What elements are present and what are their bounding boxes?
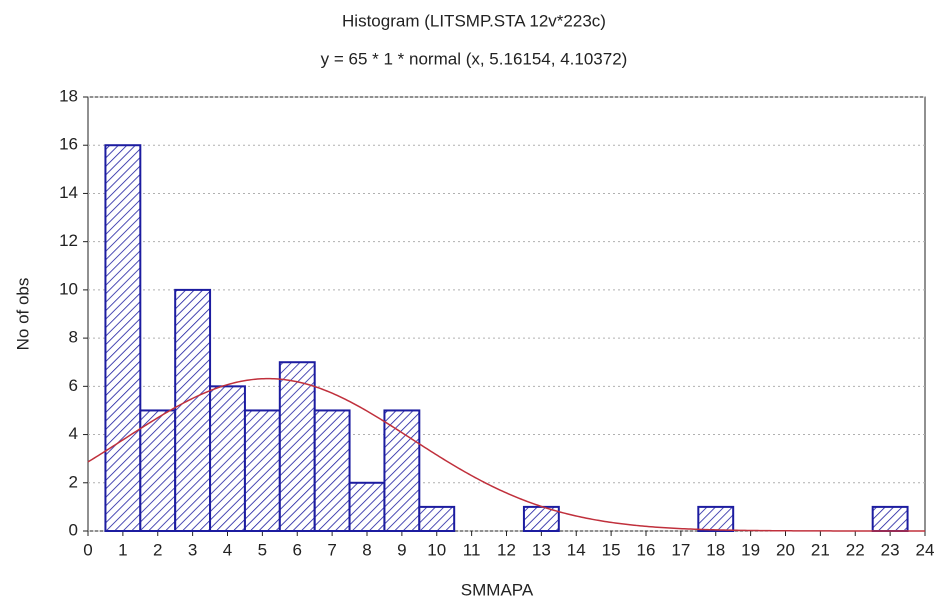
fit-curve <box>87 377 925 532</box>
y-tick-label: 0 <box>69 520 78 539</box>
x-tick-label: 21 <box>811 540 830 559</box>
x-tick-label: 13 <box>532 540 551 559</box>
y-tick-label: 12 <box>59 231 78 250</box>
chart-title: Histogram (LITSMP.STA 12v*223c) <box>342 11 606 30</box>
x-tick-label: 10 <box>427 540 446 559</box>
y-tick-label: 8 <box>69 328 78 347</box>
x-tick-label: 19 <box>741 540 760 559</box>
x-tick-label: 11 <box>463 540 481 559</box>
x-tick-label: 24 <box>916 540 935 559</box>
x-tick-label: 16 <box>637 540 656 559</box>
bar <box>383 409 421 533</box>
x-tick-label: 7 <box>327 540 336 559</box>
y-tick-label: 16 <box>59 135 78 154</box>
y-axis-label: No of obs <box>13 278 32 351</box>
bar <box>174 288 212 532</box>
y-tick-label: 6 <box>69 376 78 395</box>
x-tick-label: 2 <box>153 540 162 559</box>
bar <box>209 385 246 533</box>
chart-subtitle: y = 65 * 1 * normal (x, 5.16154, 4.10372… <box>321 49 628 68</box>
x-tick-label: 1 <box>118 540 127 559</box>
x-tick-label: 23 <box>881 540 900 559</box>
bar <box>522 505 560 532</box>
bar <box>243 409 281 533</box>
x-axis-label: SMMAPA <box>461 580 534 599</box>
x-tick-label: 22 <box>846 540 865 559</box>
x-tick-label: 14 <box>567 540 586 559</box>
y-tick-label: 4 <box>69 424 78 443</box>
x-tick-label: 12 <box>497 540 516 559</box>
x-tick-label: 20 <box>776 540 795 559</box>
x-tick-label: 17 <box>671 540 690 559</box>
y-tick-label: 14 <box>59 183 78 202</box>
bar <box>278 361 316 532</box>
x-tick-label: 9 <box>397 540 406 559</box>
x-tick-label: 3 <box>188 540 197 559</box>
bar <box>418 505 456 532</box>
x-tick-label: 18 <box>706 540 725 559</box>
y-tick-label: 10 <box>59 279 78 298</box>
x-tick-label: 6 <box>293 540 302 559</box>
y-tick-label: 2 <box>69 472 78 491</box>
bar <box>313 409 351 533</box>
x-tick-label: 0 <box>83 540 92 559</box>
bar <box>871 505 909 532</box>
bar <box>697 505 735 532</box>
bar <box>348 481 386 532</box>
x-tick-label: 15 <box>602 540 621 559</box>
x-tick-label: 5 <box>258 540 267 559</box>
x-tick-label: 4 <box>223 540 232 559</box>
bar <box>139 409 177 533</box>
y-tick-label: 18 <box>59 86 78 105</box>
x-tick-label: 8 <box>362 540 371 559</box>
bar <box>104 144 142 532</box>
